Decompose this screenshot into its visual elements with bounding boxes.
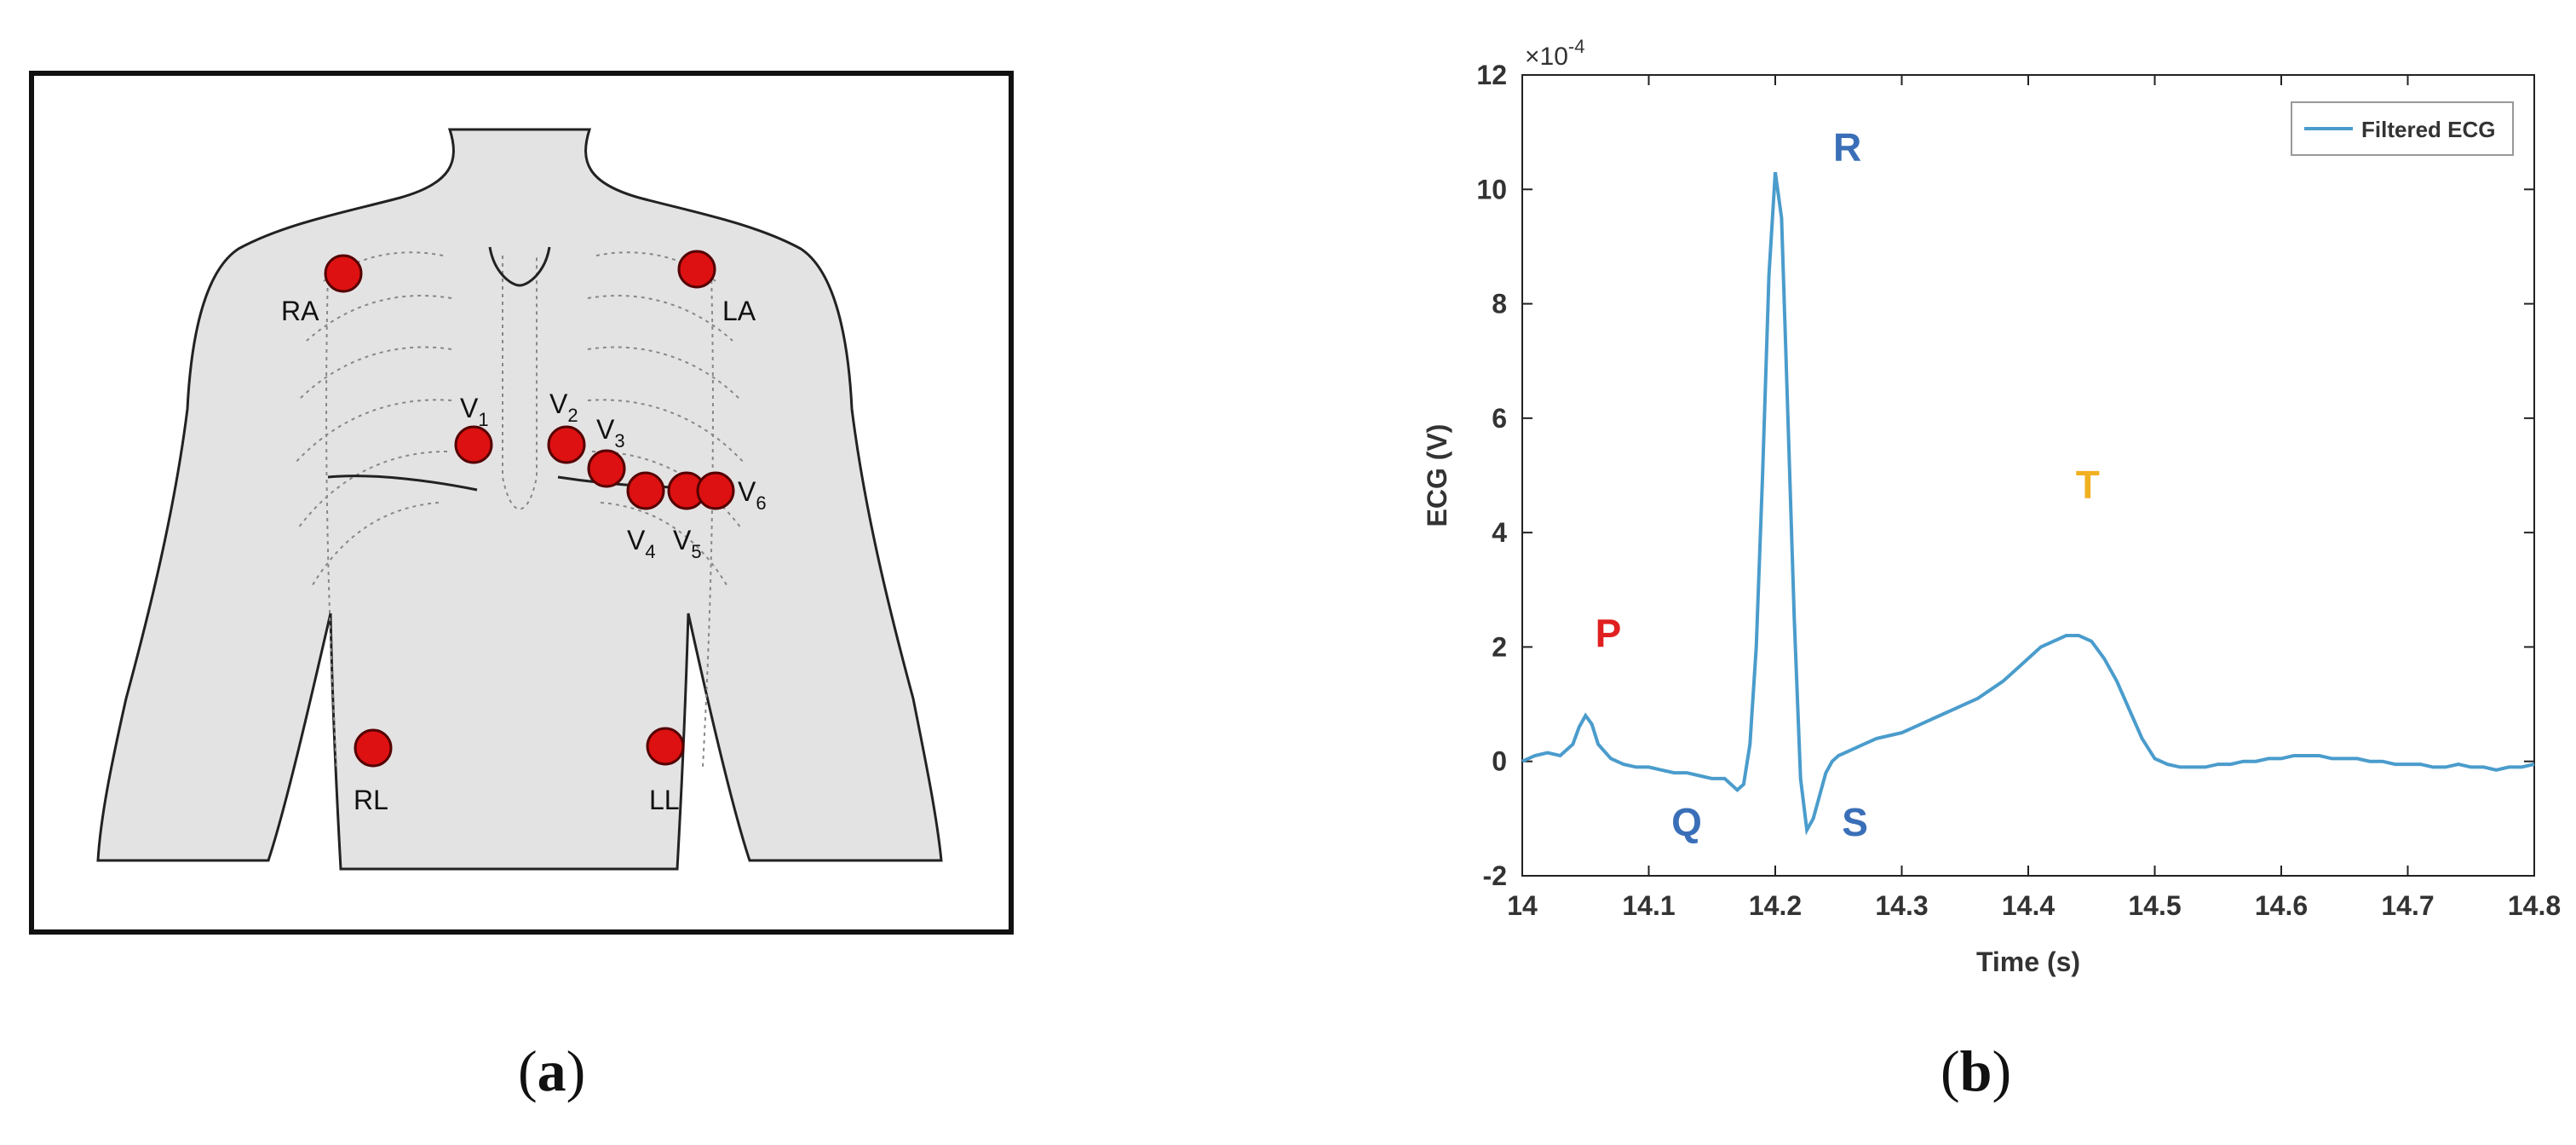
- x-axis-ticks: 14 14.1 14.2 14.3 14.4 14.5 14.6 14.7 14.8: [1507, 75, 2561, 921]
- electrode-label-ra: RA: [281, 296, 319, 326]
- y-tick-label: 0: [1492, 746, 1507, 777]
- x-tick-label: 14.5: [2128, 890, 2181, 921]
- y-multiplier: ×10-4: [1525, 36, 1584, 71]
- x-tick-label: 14.4: [2002, 890, 2055, 921]
- electrode-label-sub: 1: [478, 409, 488, 430]
- electrode-label-main: V: [673, 525, 692, 555]
- y-axis-ticks: -2 0 2 4 6 8 10 12: [1476, 60, 2534, 891]
- wave-label-r: R: [1833, 125, 1861, 170]
- electrode-label-v6: V6: [738, 476, 767, 514]
- x-tick-label: 14.3: [1875, 890, 1928, 921]
- electrode-label-v5: V5: [673, 525, 702, 562]
- y-multiplier-exponent: -4: [1568, 36, 1585, 57]
- electrode-label-main: RL: [354, 785, 388, 815]
- x-tick-label: 14.8: [2508, 890, 2561, 921]
- wave-label-p: P: [1596, 611, 1622, 655]
- x-axis-label: Time (s): [1976, 946, 2080, 977]
- electrode-v4: [626, 471, 665, 510]
- electrode-label-rl: RL: [354, 785, 388, 815]
- y-tick-label: 10: [1476, 174, 1507, 204]
- y-tick-label: 8: [1492, 289, 1507, 319]
- electrode-label-main: V: [627, 525, 646, 555]
- series-line-filtered-ecg: [1521, 171, 2535, 836]
- electrode-rl: [354, 728, 393, 768]
- y-axis-label: ECG (V): [1422, 424, 1452, 527]
- wave-label-s: S: [1842, 800, 1868, 844]
- wave-annotations: P Q R S T: [1596, 125, 2100, 844]
- electrode-label-main: V: [596, 414, 615, 445]
- electrode-v2: [547, 425, 586, 464]
- electrode-label-main: V: [460, 393, 479, 423]
- caption-b: (b): [1941, 1039, 2012, 1103]
- y-tick-label: -2: [1483, 860, 1507, 891]
- torso-outline: [96, 128, 943, 871]
- x-tick-label: 14.6: [2255, 890, 2308, 921]
- electrode-v6: [696, 471, 735, 510]
- electrode-label-v4: V4: [627, 525, 656, 562]
- electrode-label-main: LA: [722, 296, 756, 326]
- wave-label-t: T: [2076, 463, 2100, 507]
- electrode-label-sub: 5: [691, 541, 701, 562]
- electrode-label-main: V: [549, 388, 568, 419]
- legend: Filtered ECG: [2291, 101, 2514, 156]
- ribcage-sketch: [293, 251, 746, 768]
- wave-label-q: Q: [1671, 800, 1702, 844]
- electrode-ra: [324, 254, 363, 293]
- legend-entry: Filtered ECG: [2361, 117, 2495, 142]
- y-tick-label: 2: [1492, 631, 1507, 662]
- electrode-label-sub: 6: [756, 492, 766, 514]
- electrode-v3: [587, 449, 626, 488]
- electrode-label-main: LL: [649, 785, 680, 815]
- electrode-la: [677, 250, 716, 289]
- x-tick-label: 14.7: [2381, 890, 2434, 921]
- electrode-label-v2: V2: [549, 388, 578, 426]
- y-tick-label: 6: [1492, 403, 1507, 434]
- electrode-label-sub: 3: [614, 430, 624, 452]
- electrode-label-sub: 2: [567, 405, 578, 426]
- caption-a: (a): [518, 1039, 586, 1103]
- electrode-label-v1: V1: [460, 393, 489, 430]
- caption-a-letter: a: [537, 1039, 566, 1103]
- electrode-label-main: V: [738, 476, 756, 507]
- y-tick-label: 12: [1476, 60, 1507, 90]
- electrode-v1: [454, 425, 493, 464]
- electrode-label-la: LA: [722, 296, 756, 326]
- x-tick-label: 14: [1507, 890, 1538, 921]
- electrode-label-sub: 4: [645, 541, 655, 562]
- electrode-ll: [646, 727, 685, 766]
- y-multiplier-base: ×10: [1525, 43, 1568, 71]
- electrode-label-main: RA: [281, 296, 319, 326]
- y-tick-label: 4: [1492, 517, 1507, 548]
- electrode-label-v3: V3: [596, 414, 625, 452]
- x-tick-label: 14.1: [1622, 890, 1675, 921]
- x-tick-label: 14.2: [1749, 890, 1802, 921]
- plot-area: [1521, 74, 2535, 877]
- caption-b-letter: b: [1959, 1039, 1992, 1103]
- electrode-label-ll: LL: [649, 785, 680, 815]
